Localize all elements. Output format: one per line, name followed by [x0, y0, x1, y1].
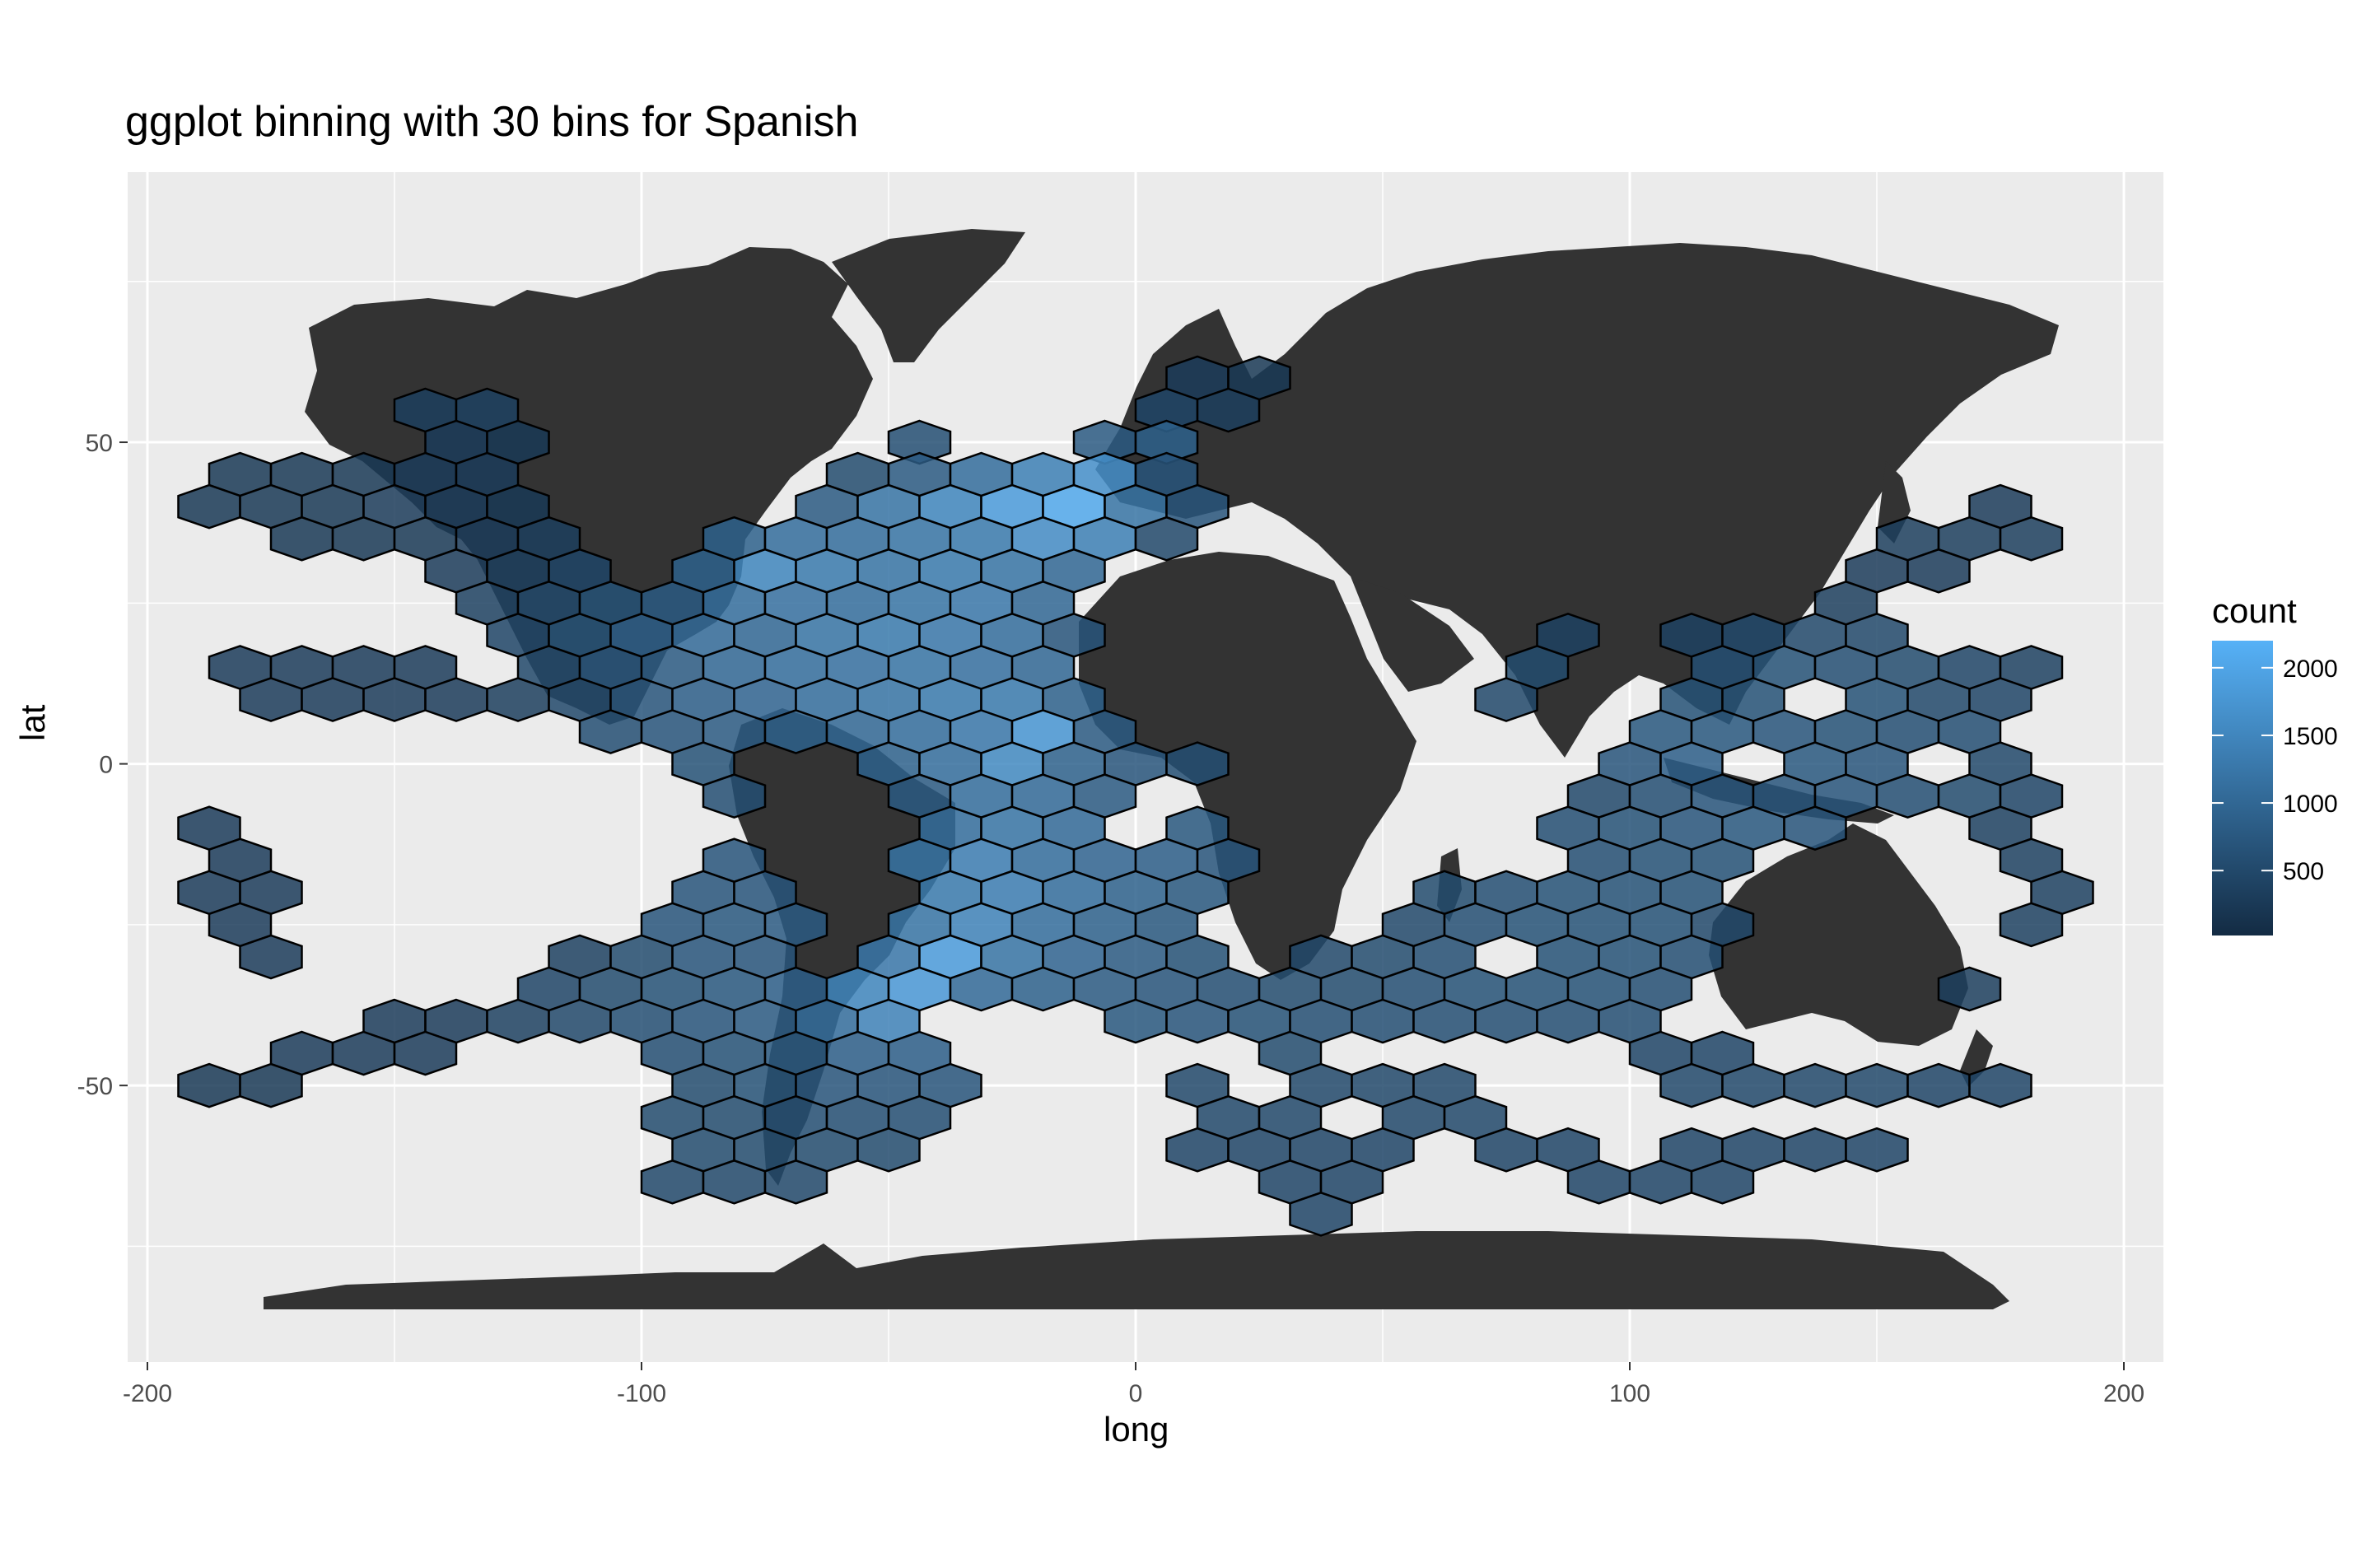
- land-north-america: [305, 247, 873, 725]
- legend-title: count: [2212, 591, 2297, 630]
- legend-tick-label: 1000: [2283, 791, 2338, 818]
- hex-bin: [1968, 1062, 2032, 1108]
- hex-bin: [1875, 773, 1940, 819]
- y-tick-label: 50: [86, 430, 113, 457]
- hex-bin: [1845, 1127, 1909, 1173]
- hex-bin: [1937, 966, 2002, 1012]
- hex-bin: [1690, 1159, 1755, 1205]
- hex-bin: [1783, 805, 1847, 851]
- y-axis-title: lat: [13, 704, 52, 741]
- x-tick-label: -200: [123, 1380, 172, 1407]
- hex-bin: [1906, 1062, 1971, 1108]
- hex-bin: [362, 677, 427, 722]
- x-tick-label: -100: [617, 1380, 666, 1407]
- hex-bin: [1474, 1127, 1538, 1173]
- hex-bin: [1289, 1191, 1353, 1237]
- hex-bin: [177, 483, 241, 530]
- land-eurasia: [1095, 243, 2059, 758]
- hex-bin: [1474, 677, 1538, 722]
- hex-bin: [486, 677, 550, 722]
- land-africa: [1079, 552, 1416, 980]
- hex-bin: [393, 1030, 458, 1076]
- hex-bin: [1628, 1159, 1693, 1205]
- chart-title: ggplot binning with 30 bins for Spanish: [125, 98, 859, 146]
- count-legend: 500 1000 1500 2000: [2212, 641, 2338, 935]
- x-tick-label: 100: [1609, 1380, 1650, 1407]
- hex-bin: [1845, 1062, 1909, 1108]
- hex-bin: [1783, 1127, 1847, 1173]
- hex-bin: [1566, 1159, 1631, 1205]
- legend-tick-label: 500: [2283, 858, 2324, 885]
- hex-bin: [1721, 1062, 1785, 1108]
- hex-bin: [239, 677, 303, 722]
- hex-bin: [1165, 1127, 1230, 1173]
- hex-bin: [578, 709, 643, 754]
- axes: -200 -100 0 100 200 -50 0 50: [77, 430, 2144, 1407]
- x-tick-label: 0: [1129, 1380, 1143, 1407]
- legend-colorbar: [2212, 641, 2273, 935]
- x-tick-label: 200: [2103, 1380, 2144, 1407]
- x-axis-title: long: [1104, 1410, 1169, 1449]
- land-antarctica: [264, 1231, 2009, 1309]
- hex-bin: [856, 1127, 921, 1173]
- hex-bin: [1783, 1062, 1847, 1108]
- hex-bin: [1999, 902, 2064, 948]
- hex-bin: [1134, 516, 1199, 562]
- hex-bin: [763, 1159, 828, 1205]
- hexbin-cells: [177, 355, 2094, 1237]
- hex-bin: [1906, 548, 1971, 594]
- legend-tick-label: 1500: [2283, 723, 2338, 750]
- hex-bin: [702, 1159, 767, 1205]
- y-tick-label: 0: [99, 752, 113, 779]
- y-tick-label: -50: [77, 1073, 113, 1100]
- hex-bin: [177, 1062, 241, 1108]
- legend-tick-label: 2000: [2283, 656, 2338, 683]
- hex-bin: [702, 773, 767, 819]
- land-australia: [1709, 823, 1968, 1046]
- hex-bin: [239, 934, 303, 980]
- land-new-zealand: [1960, 1029, 1993, 1087]
- land-arabia: [1351, 576, 1474, 692]
- land-greenland: [832, 229, 1025, 362]
- hex-bin: [763, 709, 828, 754]
- world-land-layer: [264, 229, 2059, 1309]
- hex-bin: [424, 677, 488, 722]
- hex-bin: [239, 1062, 303, 1108]
- hex-bin: [1999, 516, 2064, 562]
- hex-bin: [640, 1159, 705, 1205]
- hex-bin: [1165, 741, 1230, 786]
- hex-bin: [1659, 1062, 1724, 1108]
- hex-bin: [301, 677, 365, 722]
- hex-bin: [1196, 387, 1261, 433]
